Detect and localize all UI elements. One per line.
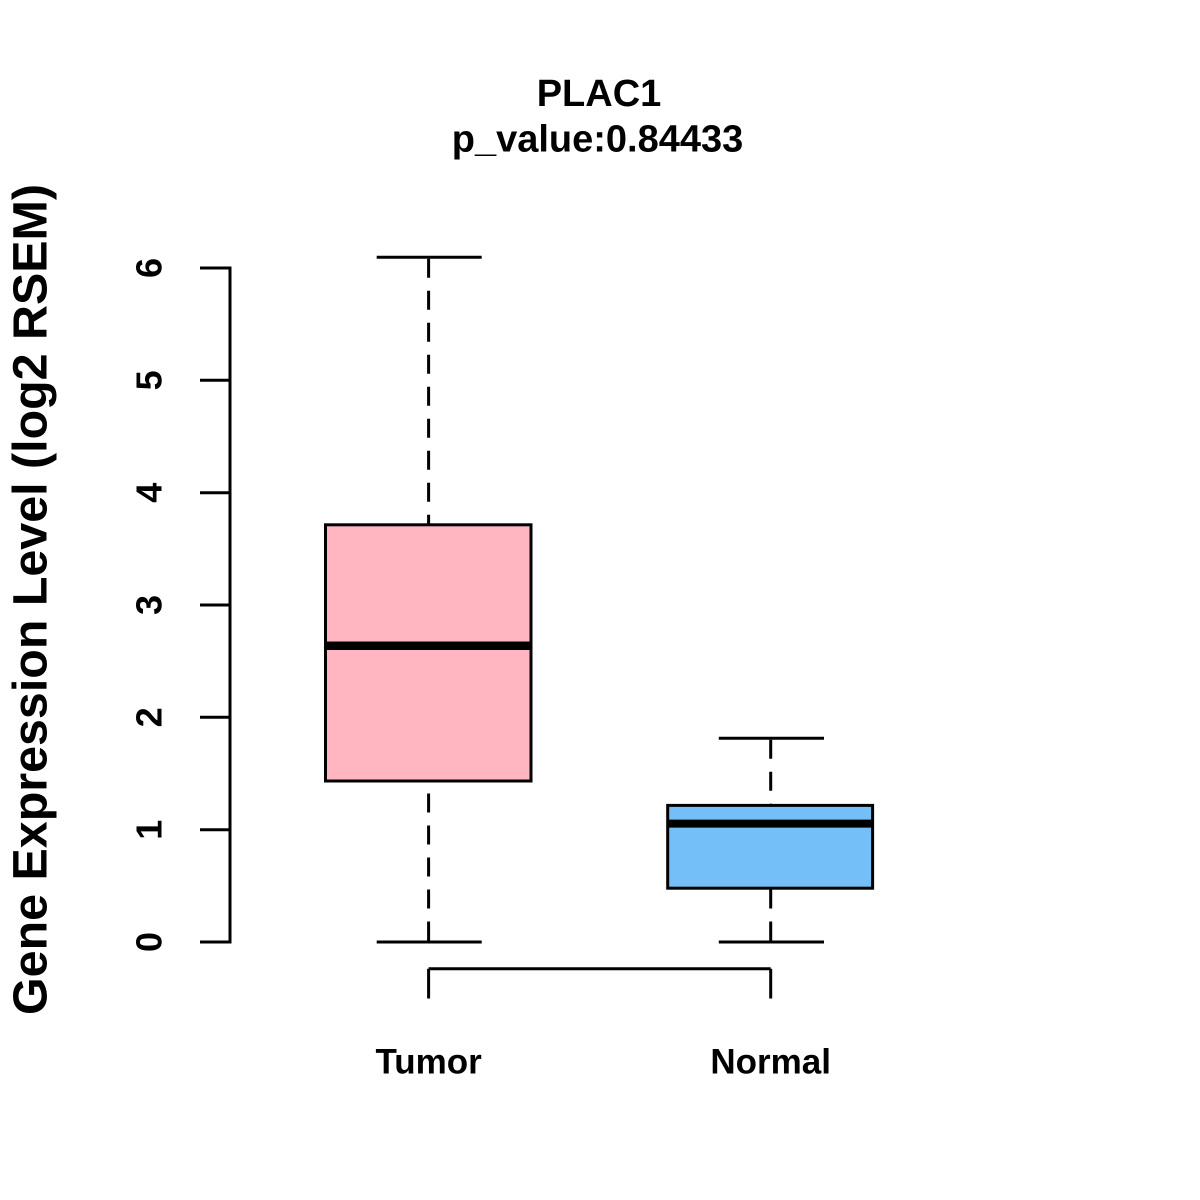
svg-text:5: 5 <box>129 370 170 390</box>
svg-text:4: 4 <box>129 483 170 503</box>
svg-text:0: 0 <box>129 932 170 952</box>
svg-text:Normal: Normal <box>710 1043 831 1082</box>
svg-text:Tumor: Tumor <box>375 1043 482 1082</box>
svg-text:2: 2 <box>129 707 170 727</box>
svg-text:p_value:0.84433: p_value:0.84433 <box>452 118 744 160</box>
svg-text:3: 3 <box>129 595 170 615</box>
svg-text:PLAC1: PLAC1 <box>537 73 662 115</box>
svg-text:Gene Expression Level (log2 RS: Gene Expression Level (log2 RSEM) <box>4 184 58 1015</box>
svg-text:1: 1 <box>129 820 170 840</box>
svg-text:6: 6 <box>129 258 170 278</box>
